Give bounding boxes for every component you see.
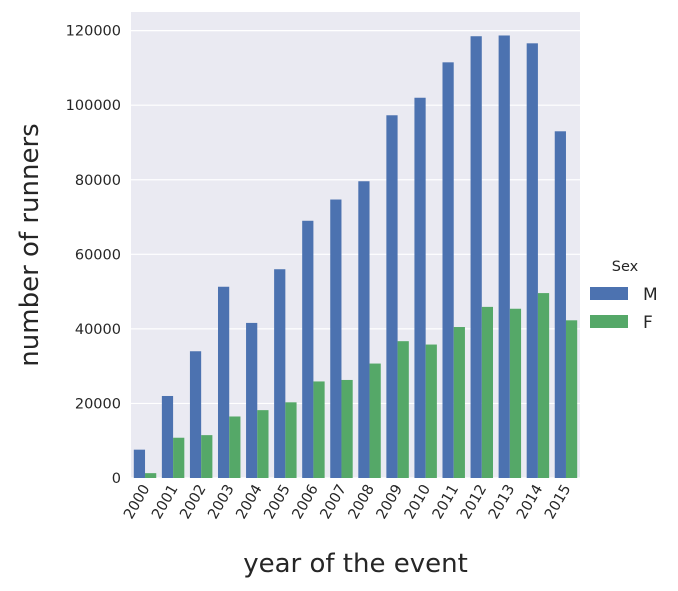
x-tick-label-2004: 2004: [233, 482, 265, 522]
bar-m-2004: [246, 322, 258, 478]
bar-m-2009: [386, 115, 398, 479]
bar-f-2009: [397, 341, 409, 478]
bar-f-2014: [537, 293, 550, 478]
x-tick-label-2012: 2012: [458, 482, 490, 522]
x-tick-label-2006: 2006: [290, 482, 322, 522]
bar-f-2006: [313, 381, 325, 478]
bar-m-2000: [133, 449, 146, 478]
y-tick-label-4: 80000: [75, 173, 121, 189]
bar-m-2014: [526, 43, 538, 479]
y-tick-label-2: 40000: [75, 322, 121, 338]
bar-f-2008: [369, 363, 381, 478]
bar-m-2008: [358, 181, 370, 478]
x-tick-label-2010: 2010: [402, 482, 434, 522]
legend: Sex M F: [590, 259, 658, 333]
x-tick-label-2008: 2008: [346, 482, 378, 522]
legend-swatch-m: [590, 287, 628, 300]
bar-m-2001: [161, 395, 174, 478]
bar-f-2011: [453, 327, 465, 478]
bar-m-2003: [217, 286, 230, 478]
x-tick-label-2003: 2003: [205, 482, 237, 522]
x-axis-title: year of the event: [243, 549, 468, 579]
bar-m-2011: [442, 62, 454, 478]
bar-f-2012: [481, 306, 494, 478]
y-tick-labels: 0 20000 40000 60000 80000 100000 120000: [66, 24, 121, 487]
x-tick-label-2009: 2009: [374, 482, 406, 522]
bar-m-2007: [330, 199, 342, 478]
bar-m-2002: [189, 351, 202, 478]
y-tick-label-6: 120000: [66, 24, 121, 40]
x-tick-label-2014: 2014: [514, 482, 546, 522]
bar-m-2013: [498, 35, 510, 479]
y-tick-label-1: 20000: [75, 396, 121, 412]
x-tick-label-2000: 2000: [121, 482, 153, 522]
bars: [133, 35, 578, 479]
bar-f-2015: [565, 320, 578, 478]
x-tick-labels: 2000200120022003200420052006200720082009…: [121, 482, 574, 522]
bar-m-2010: [414, 97, 426, 478]
bar-f-2007: [341, 379, 353, 478]
x-tick-label-2002: 2002: [177, 482, 209, 522]
bar-f-2005: [285, 402, 297, 478]
x-tick-label-2011: 2011: [430, 482, 462, 522]
legend-label-m: M: [643, 285, 658, 305]
bar-m-2005: [274, 269, 286, 478]
bar-f-2002: [201, 435, 213, 478]
legend-swatch-f: [590, 315, 628, 328]
legend-label-f: F: [643, 313, 653, 333]
x-tick-label-2015: 2015: [542, 482, 574, 522]
bar-f-2013: [509, 308, 522, 478]
bar-m-2006: [302, 220, 314, 478]
bar-f-2000: [145, 473, 157, 478]
x-tick-label-2005: 2005: [261, 482, 293, 522]
bar-f-2010: [425, 344, 437, 478]
bar-m-2012: [470, 36, 482, 479]
bar-m-2015: [554, 131, 566, 478]
x-tick-label-2007: 2007: [318, 482, 350, 522]
y-axis-title: number of runners: [15, 123, 45, 366]
bar-f-2001: [173, 437, 185, 478]
y-tick-label-3: 60000: [75, 247, 121, 263]
x-tick-label-2001: 2001: [149, 482, 181, 522]
legend-title: Sex: [612, 259, 639, 275]
y-tick-label-5: 100000: [66, 98, 121, 114]
bar-f-2004: [257, 410, 269, 478]
bar-f-2003: [229, 416, 241, 478]
y-tick-label-0: 0: [112, 471, 121, 487]
x-tick-label-2013: 2013: [486, 482, 518, 522]
